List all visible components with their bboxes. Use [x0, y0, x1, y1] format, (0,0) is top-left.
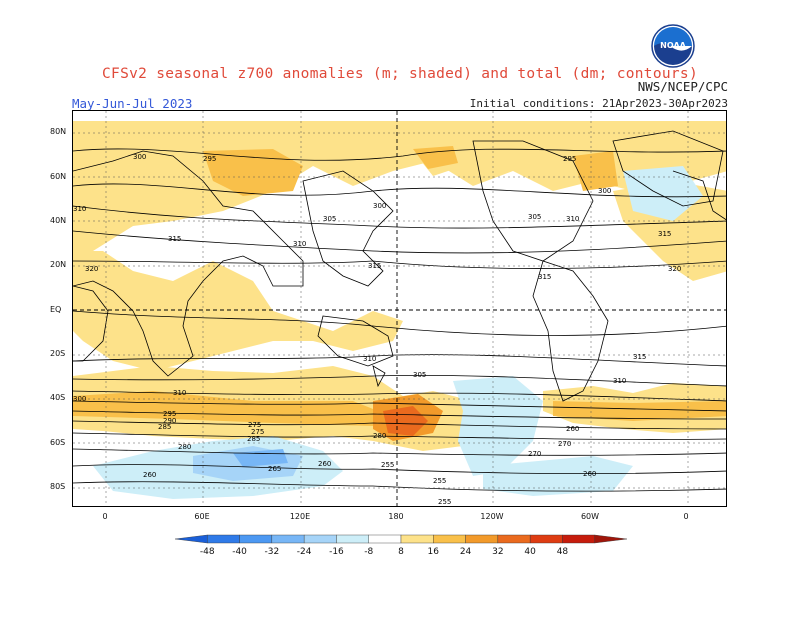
lat-label-40s: 40S	[50, 393, 66, 402]
agency-label: NWS/NCEP/CPC	[637, 79, 728, 94]
initial-conditions-label: Initial conditions: 21Apr2023-30Apr2023	[469, 97, 728, 110]
anomaly-map: 300 295 310 315 320 305 300 310 315 305 …	[73, 111, 726, 506]
svg-text:310: 310	[566, 215, 579, 223]
colorbar-segment	[175, 534, 208, 544]
colorbar-segment	[303, 534, 337, 544]
colorbar-tick-label: 32	[492, 547, 504, 557]
lon-label-120w: 120W	[480, 512, 504, 521]
positive-anomaly-shading	[73, 121, 726, 451]
svg-text:310: 310	[73, 205, 86, 213]
svg-text:310: 310	[293, 240, 306, 248]
colorbar-segment	[529, 534, 563, 544]
svg-text:305: 305	[323, 215, 336, 223]
colorbar-tick-label: 40	[524, 547, 536, 557]
svg-text:320: 320	[85, 265, 98, 273]
svg-text:305: 305	[528, 213, 541, 221]
negative-anomaly-shading	[93, 166, 703, 499]
svg-text:305: 305	[413, 371, 426, 379]
map-panel: 300 295 310 315 320 305 300 310 315 305 …	[72, 110, 727, 507]
svg-text:275: 275	[251, 428, 264, 436]
lat-label-80n: 80N	[50, 127, 67, 136]
svg-text:315: 315	[538, 273, 551, 281]
svg-text:255: 255	[438, 498, 451, 506]
season-label: May-Jun-Jul 2023	[72, 96, 193, 111]
lon-label-180: 180	[388, 512, 404, 521]
colorbar-segment	[239, 534, 273, 544]
svg-text:260: 260	[318, 460, 331, 468]
svg-text:300: 300	[73, 395, 86, 403]
lon-label-0-east: 0	[683, 512, 689, 521]
colorbar-tick-label: 48	[556, 547, 569, 557]
lat-label-60s: 60S	[50, 438, 66, 447]
map-title: CFSv2 seasonal z700 anomalies (m; shaded…	[102, 66, 698, 82]
svg-text:270: 270	[528, 450, 541, 458]
svg-text:260: 260	[566, 425, 579, 433]
svg-text:310: 310	[363, 355, 376, 363]
svg-text:320: 320	[668, 265, 681, 273]
colorbar-tick-label: -32	[264, 547, 280, 557]
anomaly-colorbar	[175, 534, 627, 544]
colorbar-tick-label: -40	[232, 547, 247, 557]
svg-text:270: 270	[558, 440, 571, 448]
svg-text:285: 285	[158, 423, 171, 431]
colorbar-tick-label: 8	[398, 547, 404, 557]
colorbar-tick-label: -16	[329, 547, 344, 557]
svg-text:310: 310	[613, 377, 626, 385]
svg-text:295: 295	[203, 155, 216, 163]
svg-text:280: 280	[373, 432, 386, 440]
svg-text:310: 310	[173, 389, 186, 397]
svg-text:275: 275	[248, 421, 261, 429]
lon-label-60w: 60W	[580, 512, 600, 521]
lat-lon-grid	[73, 111, 726, 506]
lat-label-60n: 60N	[50, 172, 67, 181]
contour-labels: 300 295 310 315 320 305 300 310 315 305 …	[73, 153, 681, 506]
svg-text:255: 255	[381, 461, 394, 469]
colorbar-segment	[433, 534, 466, 544]
colorbar-segment	[207, 534, 240, 544]
colorbar-tick-label: -8	[364, 547, 374, 557]
svg-text:300: 300	[133, 153, 146, 161]
colorbar-segment	[594, 534, 627, 544]
svg-text:315: 315	[658, 230, 671, 238]
svg-text:255: 255	[433, 477, 446, 485]
colorbar-tick-label: -48	[199, 547, 215, 557]
lon-label-120e: 120E	[289, 512, 311, 521]
lon-label-0: 0	[102, 512, 108, 521]
reference-lines	[73, 111, 726, 506]
svg-text:295: 295	[163, 410, 176, 418]
lat-label-40n: 40N	[50, 216, 67, 225]
colorbar-segment	[562, 534, 595, 544]
height-contours	[73, 148, 726, 492]
svg-text:260: 260	[143, 471, 156, 479]
colorbar-tick-label: 16	[427, 547, 440, 557]
lat-label-80s: 80S	[50, 482, 66, 491]
svg-text:265: 265	[268, 465, 281, 473]
svg-text:NOAA: NOAA	[660, 41, 686, 50]
lon-label-60e: 60E	[194, 512, 210, 521]
lat-label-20s: 20S	[50, 349, 66, 358]
colorbar-segment	[465, 534, 499, 544]
svg-text:280: 280	[178, 443, 191, 451]
strong-positive-shading	[73, 146, 726, 441]
svg-text:260: 260	[583, 470, 596, 478]
colorbar-segment	[336, 534, 369, 544]
svg-text:315: 315	[368, 262, 381, 270]
noaa-logo: NOAA	[651, 24, 695, 68]
svg-text:315: 315	[633, 353, 646, 361]
colorbar-segment	[400, 534, 434, 544]
colorbar-tick-label: 24	[459, 547, 472, 557]
svg-text:300: 300	[373, 202, 386, 210]
svg-text:315: 315	[168, 235, 181, 243]
colorbar-segment	[368, 534, 402, 544]
lat-label-20n: 20N	[50, 260, 67, 269]
svg-text:290: 290	[163, 417, 176, 425]
svg-text:285: 285	[247, 435, 260, 443]
colorbar-segment	[497, 534, 531, 544]
colorbar-segment	[271, 534, 305, 544]
lat-label-eq: EQ	[50, 305, 62, 314]
colorbar-tick-label: -24	[296, 547, 312, 557]
svg-text:295: 295	[563, 155, 576, 163]
svg-text:300: 300	[598, 187, 611, 195]
